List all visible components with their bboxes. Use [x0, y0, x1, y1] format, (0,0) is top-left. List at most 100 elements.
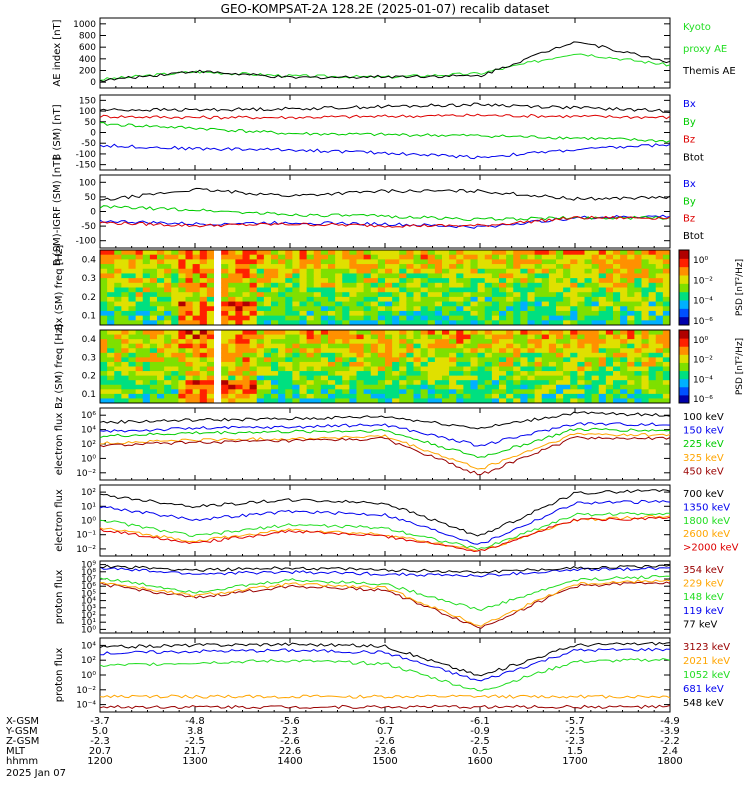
- spectrogram-cell: [221, 320, 229, 326]
- spectrogram-cell: [299, 339, 308, 345]
- spectrogram-cell: [164, 254, 172, 260]
- spectrogram-cell: [598, 254, 607, 260]
- spectrogram-cell: [328, 292, 336, 298]
- spectrogram-cell: [306, 310, 315, 317]
- spectrogram-cell: [598, 282, 607, 288]
- spectrogram-cell: [527, 375, 536, 381]
- spectrogram-cell: [285, 315, 293, 321]
- spectrogram-cell: [449, 296, 457, 303]
- spectrogram-cell: [655, 296, 664, 303]
- spectrogram-cell: [399, 264, 407, 270]
- series-line-1800-kev: [99, 511, 671, 550]
- spectrogram-cell: [185, 273, 194, 279]
- spectrogram-cell: [491, 334, 500, 340]
- spectrogram-cell: [292, 339, 300, 345]
- legend-entry: 1052 keV: [683, 670, 730, 681]
- spectrogram-cell: [107, 371, 115, 377]
- spectrogram-cell: [363, 348, 372, 354]
- spectrogram-cell: [164, 250, 172, 256]
- spectrogram-cell: [171, 330, 179, 336]
- spectrogram-cell: [271, 273, 279, 279]
- spectrogram-cell: [299, 282, 308, 288]
- spectrogram-cell: [662, 334, 671, 340]
- spectrogram-cell: [107, 398, 115, 404]
- spectrogram-cell: [285, 259, 293, 265]
- spectrogram-cell: [563, 330, 571, 336]
- spectrogram-cell: [577, 287, 585, 293]
- spectrogram-cell: [662, 366, 671, 372]
- spectrogram-cell: [641, 264, 650, 270]
- spectrogram-cell: [249, 361, 258, 367]
- spectrogram-cell: [342, 282, 350, 288]
- spectrogram-cell: [149, 264, 158, 270]
- spectrogram-cell: [142, 375, 151, 381]
- spectrogram-cell: [385, 398, 393, 404]
- spectrogram-cell: [655, 384, 664, 390]
- spectrogram-cell: [613, 384, 621, 390]
- spectrogram-cell: [648, 320, 657, 326]
- spectrogram-cell: [178, 273, 186, 279]
- spectrogram-cell: [335, 357, 343, 363]
- spectrogram-cell: [392, 380, 400, 386]
- spectrogram-cell: [278, 268, 286, 274]
- legend-entry: Kyoto: [683, 22, 711, 33]
- y-tick-label: 10⁰: [81, 517, 96, 527]
- series-line--2000-kev: [99, 516, 671, 553]
- spectrogram-cell: [620, 330, 628, 336]
- spectrogram-cell: [256, 310, 265, 317]
- spectrogram-cell: [135, 352, 144, 358]
- spectrogram-cell: [278, 380, 286, 386]
- spectrogram-cell: [506, 343, 514, 349]
- spectrogram-cell: [199, 366, 208, 372]
- spectrogram-cell: [627, 352, 635, 358]
- spectrogram-cell: [363, 366, 372, 372]
- spectrogram-cell: [420, 301, 429, 307]
- spectrogram-cell: [278, 310, 286, 317]
- spectrogram-cell: [128, 361, 137, 367]
- spectrogram-cell: [320, 366, 329, 372]
- spectrogram-cell: [171, 259, 179, 265]
- spectrogram-cell: [285, 343, 293, 349]
- spectrogram-cell: [427, 339, 436, 345]
- spectrogram-cell: [107, 282, 115, 288]
- spectrogram-cell: [570, 301, 578, 307]
- spectrogram-cell: [570, 306, 578, 312]
- spectrogram-cell: [171, 339, 179, 345]
- spectrogram-cell: [620, 292, 628, 298]
- spectrogram-cell: [342, 330, 350, 336]
- spectrogram-cell: [570, 352, 578, 358]
- spectrogram-cell: [662, 268, 671, 274]
- spectrogram-cell: [385, 361, 393, 367]
- spectrogram-cell: [335, 371, 343, 377]
- spectrogram-cell: [499, 320, 507, 326]
- spectrogram-cell: [199, 282, 208, 288]
- spectrogram-cell: [577, 384, 585, 390]
- spectrogram-cell: [563, 343, 571, 349]
- spectrogram-cell: [249, 343, 258, 349]
- spectrogram-cell: [634, 389, 642, 395]
- spectrogram-cell: [171, 250, 179, 256]
- spectrogram-cell: [548, 361, 557, 367]
- spectrogram-cell: [591, 273, 600, 279]
- spectrogram-cell: [470, 287, 479, 293]
- spectrogram-cell: [470, 398, 479, 404]
- spectrogram-cell: [249, 250, 258, 256]
- spectrogram-cell: [577, 393, 585, 399]
- spectrogram-cell: [534, 330, 543, 336]
- spectrogram-cell: [100, 393, 108, 399]
- spectrogram-cell: [470, 268, 479, 274]
- spectrogram-cell: [192, 310, 201, 317]
- spectrogram-cell: [313, 310, 322, 317]
- spectrogram-cell: [192, 301, 201, 307]
- spectrogram-cell: [320, 320, 329, 326]
- spectrogram-cell: [328, 366, 336, 372]
- spectrogram-cell: [641, 393, 650, 399]
- colorbar-segment: [679, 394, 689, 404]
- y-axis-label: proton flux: [54, 570, 65, 625]
- spectrogram-cell: [413, 315, 422, 321]
- spectrogram-cell: [306, 287, 315, 293]
- spectrogram-cell: [285, 375, 293, 381]
- spectrogram-cell: [449, 282, 457, 288]
- spectrogram-cell: [185, 264, 194, 270]
- spectrogram-cell: [506, 292, 514, 298]
